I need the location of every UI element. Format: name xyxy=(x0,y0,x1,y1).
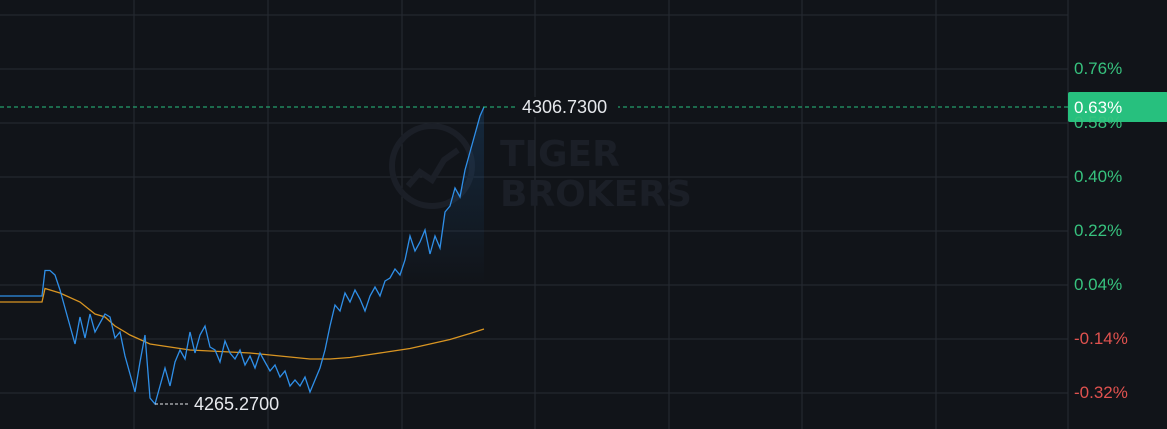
price-line xyxy=(0,106,485,406)
y-tick-label: 0.04% xyxy=(1074,275,1122,294)
y-tick-label: 0.58% xyxy=(1074,113,1122,132)
y-tick-label: 0.76% xyxy=(1074,59,1122,78)
current-price-annotation: 4306.7300 xyxy=(522,97,607,117)
current-price-tag-bg xyxy=(518,97,618,117)
low-price-annotation: 4265.2700 xyxy=(194,394,279,414)
average-price-line xyxy=(0,287,485,360)
watermark: TIGER BROKERS xyxy=(389,123,692,215)
y-tick-label: -0.14% xyxy=(1074,329,1128,348)
y-tick-label: -0.32% xyxy=(1074,383,1128,402)
y-axis: 0.76% 0.58% 0.40% 0.22% 0.04% -0.14% -0.32% xyxy=(1074,59,1128,402)
tiger-logo-stripe xyxy=(405,147,460,188)
current-price-label-bg xyxy=(1068,92,1167,122)
current-percent-label: 0.63% xyxy=(1074,98,1122,117)
price-area-fill xyxy=(395,107,484,285)
chart-grid xyxy=(0,0,1069,429)
y-tick-label: 0.40% xyxy=(1074,167,1122,186)
y-tick-label: 0.22% xyxy=(1074,221,1122,240)
watermark-line2: BROKERS xyxy=(500,174,692,215)
watermark-line1: TIGER xyxy=(500,134,620,175)
